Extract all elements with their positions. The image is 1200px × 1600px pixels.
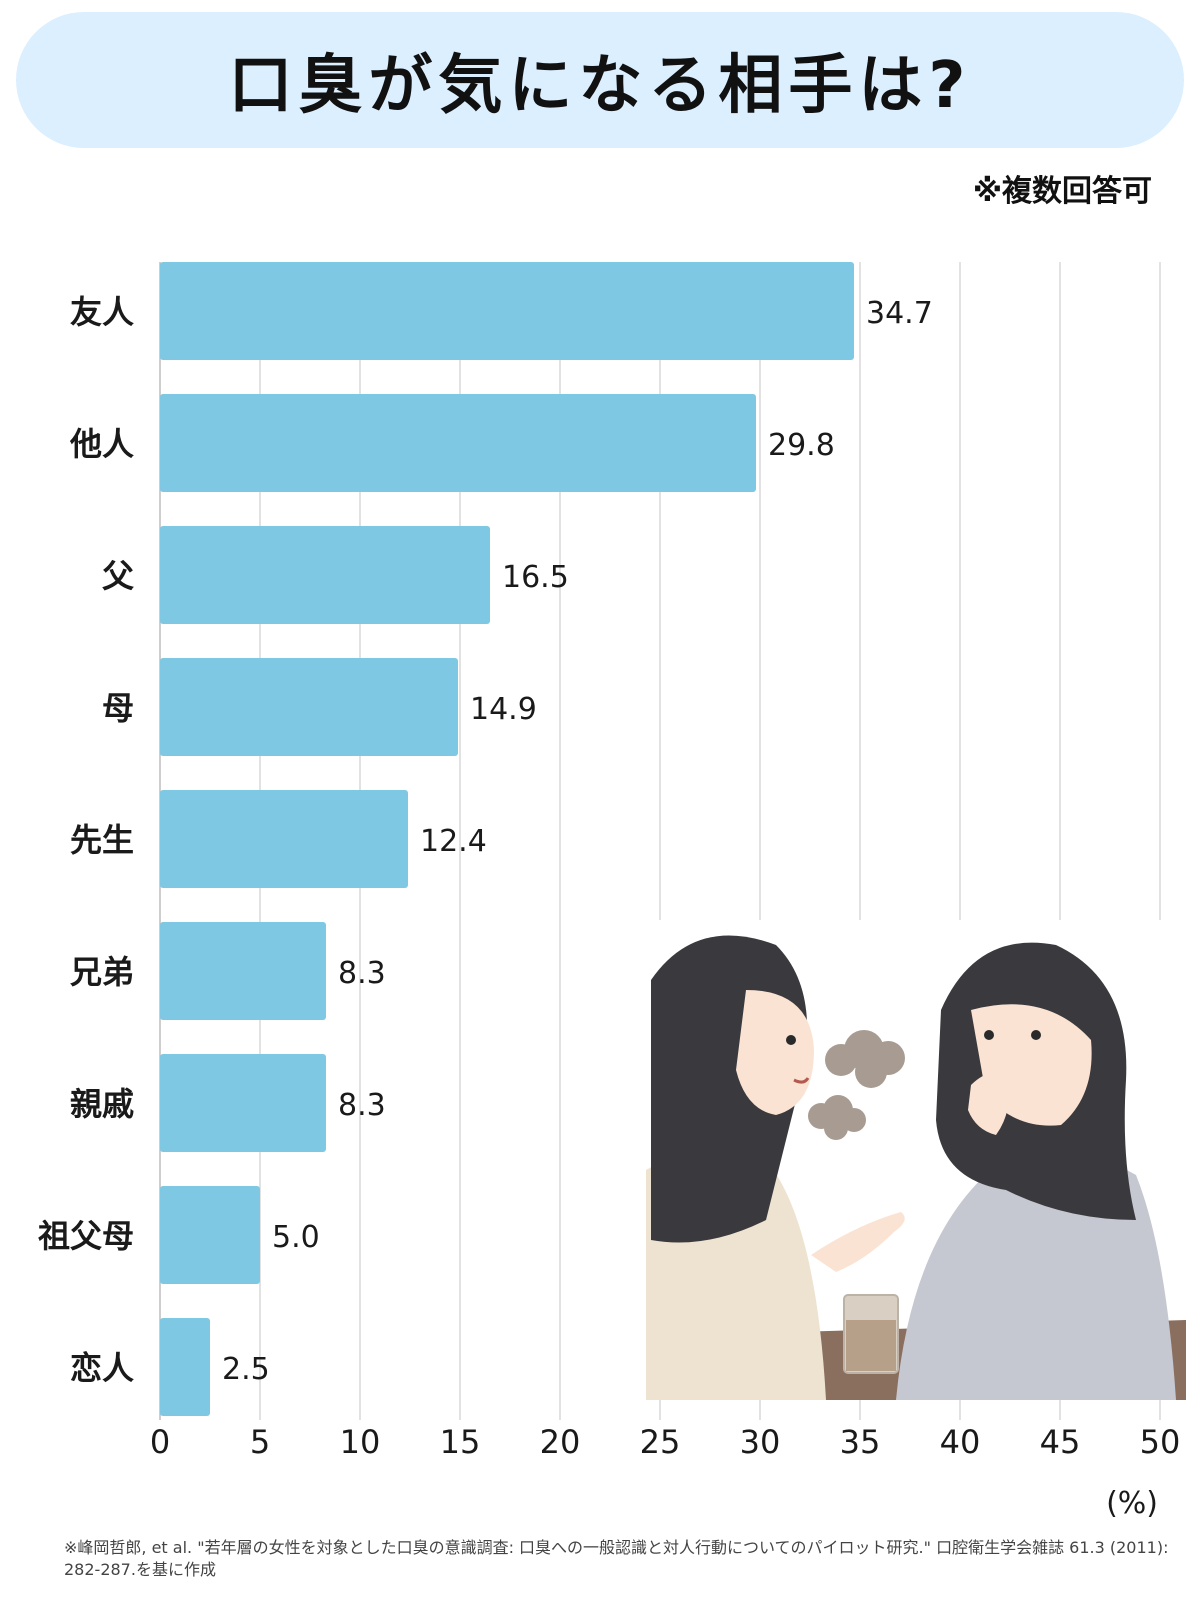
category-label: 親戚 — [70, 1085, 134, 1123]
category-label: 恋人 — [70, 1349, 134, 1387]
bar-3 — [160, 658, 458, 756]
category-label: 友人 — [70, 293, 134, 331]
x-unit-label: (%) — [1106, 1486, 1158, 1521]
x-tick-label: 30 — [740, 1423, 781, 1461]
value-label: 12.4 — [420, 824, 487, 859]
labels: 0 5 10 15 20 25 30 35 40 45 50 (%) 友人 34.7 他人 29.8 父 16.5… — [38, 293, 1180, 1521]
bar-8 — [160, 1318, 210, 1416]
value-label: 14.9 — [470, 692, 537, 727]
bar-4 — [160, 790, 408, 888]
x-tick-label: 25 — [640, 1423, 681, 1461]
source-citation: ※峰岡哲郎, et al. "若年層の女性を対象とした口臭の意識調査: 口臭への… — [64, 1538, 1169, 1579]
bar-chart: 0 5 10 15 20 25 30 35 40 45 50 (%) 友人 34.7 他人 29.8 父 16.5… — [38, 262, 1180, 1521]
category-label: 祖父母 — [38, 1217, 134, 1255]
category-label: 父 — [102, 557, 134, 595]
x-tick-label: 15 — [440, 1423, 481, 1461]
bar-7 — [160, 1186, 260, 1284]
category-label: 他人 — [69, 425, 134, 463]
two-women-illustration — [646, 920, 1186, 1400]
title-banner: 口臭が気になる相手は? — [16, 12, 1184, 148]
category-label: 母 — [102, 689, 134, 727]
bar-6 — [160, 1054, 326, 1152]
bar-1 — [160, 394, 756, 492]
x-tick-label: 45 — [1040, 1423, 1081, 1461]
value-label: 5.0 — [272, 1220, 320, 1255]
multiple-answer-note: ※複数回答可 — [972, 174, 1152, 209]
x-tick-label: 40 — [940, 1423, 981, 1461]
category-label: 先生 — [70, 821, 134, 859]
chart-title: 口臭が気になる相手は? — [228, 49, 972, 123]
x-tick-label: 35 — [840, 1423, 881, 1461]
value-label: 16.5 — [502, 560, 569, 595]
x-tick-label: 5 — [250, 1423, 270, 1461]
x-tick-label: 0 — [150, 1423, 170, 1461]
value-label: 2.5 — [222, 1352, 270, 1387]
category-label: 兄弟 — [70, 953, 134, 991]
value-label: 34.7 — [866, 296, 933, 331]
value-label: 8.3 — [338, 956, 386, 991]
bars — [160, 262, 854, 1416]
bar-2 — [160, 526, 490, 624]
value-label: 29.8 — [768, 428, 835, 463]
bar-5 — [160, 922, 326, 1020]
value-label: 8.3 — [338, 1088, 386, 1123]
x-tick-label: 50 — [1140, 1423, 1181, 1461]
bar-0 — [160, 262, 854, 360]
x-tick-label: 20 — [540, 1423, 581, 1461]
x-tick-label: 10 — [340, 1423, 381, 1461]
